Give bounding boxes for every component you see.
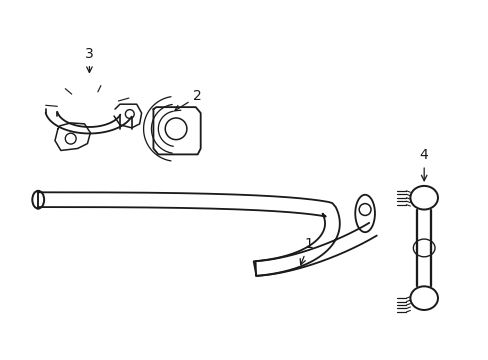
Text: 2: 2: [174, 89, 202, 111]
Text: 4: 4: [419, 148, 427, 181]
Text: 1: 1: [300, 237, 313, 265]
Text: 3: 3: [85, 47, 94, 72]
